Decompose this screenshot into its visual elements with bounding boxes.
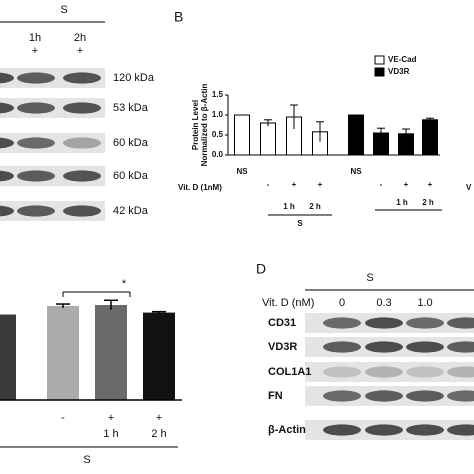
time-label: 1 h [103,428,118,440]
panel-letter: B [174,9,183,25]
band-label: 42 kDa [113,205,149,217]
blot-band [447,366,474,378]
blot-band [63,72,101,84]
category-label: NS [350,167,362,176]
blot-band [0,137,14,149]
dose-label: 0.3 [376,297,391,309]
blot-band [406,390,444,402]
blot-band [0,205,14,217]
dose-label: 0 [339,297,345,309]
annotation: * [122,278,127,290]
category-label: - [61,412,65,424]
time-label: 2h [74,32,86,44]
blot-band [17,170,55,182]
category-label: NS [236,167,248,176]
blot-band [365,424,403,436]
y-tick-label: 1.5 [212,90,224,99]
treatment-label: + [32,45,38,57]
row-label: CD31 [268,317,296,329]
blot-band [17,102,55,114]
category-label: + [108,412,114,424]
bar [234,114,250,156]
blot-band [365,390,403,402]
blot-band [63,170,101,182]
bar [0,314,16,400]
group-label: S [83,454,90,466]
blot-band [63,102,101,114]
category-label: + [318,180,323,189]
band-label: 120 kDa [113,72,155,84]
band-label: 53 kDa [113,102,149,114]
time-label: 2 h [309,202,321,211]
blot-band [447,390,474,402]
blot-band [365,366,403,378]
blot-band [0,72,14,84]
y-tick-label: 0.5 [212,130,224,139]
time-label: 2 h [422,198,434,207]
blot-band [406,341,444,353]
y-axis-label: Protein Level [191,100,200,150]
y-tick-label: 0.0 [212,150,224,159]
bar [348,114,364,156]
time-label: 2 h [151,428,166,440]
bar [47,305,79,400]
blot-band [0,102,14,114]
blot-band [0,170,14,182]
blot-band [63,205,101,217]
category-label: + [404,180,409,189]
treatment-label: Vit. D (nM) [262,297,314,309]
blot-band [365,317,403,329]
category-label: - [267,180,270,189]
cut-label: V [466,183,472,192]
bar [95,305,127,400]
category-label: - [380,180,383,189]
blot-band [365,341,403,353]
time-label: 1 h [283,202,295,211]
category-label: + [156,412,162,424]
time-label: 1 h [396,198,408,207]
dose-label: 1.0 [417,297,432,309]
band-label: 60 kDa [113,170,149,182]
bar [143,312,175,400]
bar [422,119,438,156]
bar [260,122,276,156]
row-label: VD3R [268,341,297,353]
group-label: S [366,272,373,284]
treatment-label: + [77,45,83,57]
blot-band [406,366,444,378]
band-label: 60 kDa [113,137,149,149]
y-tick-label: 1.0 [212,110,224,119]
group-label: S [60,4,67,16]
blot-band [17,137,55,149]
blot-band [323,366,361,378]
blot-band [406,424,444,436]
row-label: FN [268,390,283,402]
row-label: COL1A1 [268,366,311,378]
blot-band [17,205,55,217]
blot-band [406,317,444,329]
blot-band [447,341,474,353]
time-label: 1h [29,32,41,44]
blot-band [323,317,361,329]
blot-band [323,390,361,402]
category-label: + [292,180,297,189]
legend-label: VD3R [388,67,410,76]
legend-swatch [374,55,385,65]
blot-band [63,137,101,149]
row-label: β-Actin [268,424,306,436]
group-label: S [297,219,303,228]
blot-band [323,424,361,436]
y-axis-label: Normalized to β-Actin [200,84,209,167]
legend-label: VE-Cad [388,55,417,64]
panel-letter: D [256,261,266,277]
blot-band [447,424,474,436]
blot-band [17,72,55,84]
treatment-label: Vit. D (1nM) [178,183,222,192]
blot-band [323,341,361,353]
blot-band [447,317,474,329]
legend-swatch [374,67,385,77]
category-label: + [428,180,433,189]
